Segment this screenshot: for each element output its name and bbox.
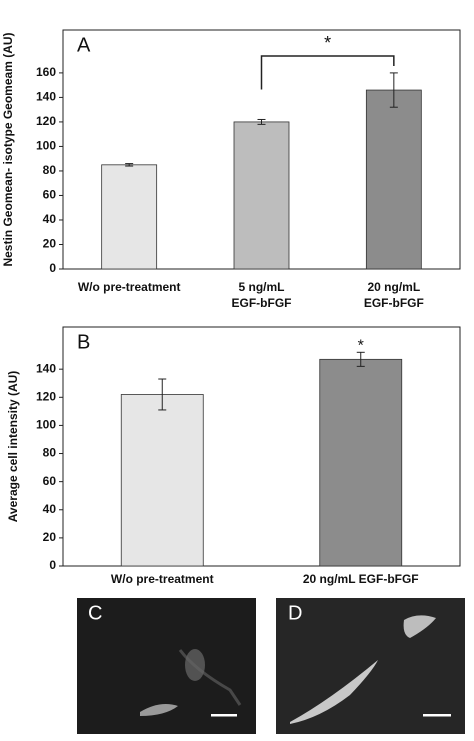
micrograph-c: C xyxy=(77,598,256,734)
y-tick-label: 100 xyxy=(36,139,56,153)
y-tick-label: 80 xyxy=(43,446,57,460)
y-tick-label: 20 xyxy=(43,237,57,251)
y-tick-label: 120 xyxy=(36,114,56,128)
bar xyxy=(101,164,158,270)
x-tick-label: 5 ng/mL xyxy=(238,280,284,294)
y-tick-label: 60 xyxy=(43,474,57,488)
y-tick-label: 0 xyxy=(49,261,56,275)
y-axis-label: Nestin Geomean- isotype Geomeam (AU) xyxy=(1,32,15,266)
y-tick-label: 60 xyxy=(43,188,57,202)
y-axis-label: Average cell intensity (AU) xyxy=(6,371,20,523)
plot-frame xyxy=(62,326,461,567)
y-tick-label: 100 xyxy=(36,418,56,432)
x-tick-label: 20 ng/mL xyxy=(367,280,420,294)
y-tick-label: 0 xyxy=(49,558,56,572)
y-tick-label: 20 xyxy=(43,530,57,544)
x-tick-label: EGF-bFGF xyxy=(364,296,424,310)
panel-label: A xyxy=(77,34,91,56)
y-tick-label: 80 xyxy=(43,163,57,177)
x-tick-label: 20 ng/mL EGF-bFGF xyxy=(303,572,419,586)
panel-label: D xyxy=(288,602,302,624)
bar xyxy=(365,89,422,270)
panel-label: C xyxy=(88,602,102,624)
x-tick-label: W/o pre-treatment xyxy=(111,572,214,586)
y-tick-label: 120 xyxy=(36,389,56,403)
y-tick-label: 140 xyxy=(36,90,56,104)
bar xyxy=(120,394,204,567)
y-tick-label: 160 xyxy=(36,65,56,79)
error-bar xyxy=(356,351,365,367)
y-tick-label: 40 xyxy=(43,212,57,226)
bar xyxy=(233,121,290,270)
y-tick-label: 40 xyxy=(43,502,57,516)
annotation: * xyxy=(358,338,364,355)
significance-label: * xyxy=(324,33,331,53)
error-bar xyxy=(389,72,398,108)
micrograph-d: D xyxy=(276,598,465,734)
x-tick-label: W/o pre-treatment xyxy=(78,280,181,294)
significance-bracket xyxy=(260,55,395,90)
error-bar xyxy=(125,163,134,167)
x-tick-label: EGF-bFGF xyxy=(232,296,292,310)
error-bar xyxy=(158,378,167,411)
bar xyxy=(319,358,403,567)
panel-label: B xyxy=(77,331,90,353)
y-tick-label: 140 xyxy=(36,361,56,375)
error-bar xyxy=(257,118,266,125)
